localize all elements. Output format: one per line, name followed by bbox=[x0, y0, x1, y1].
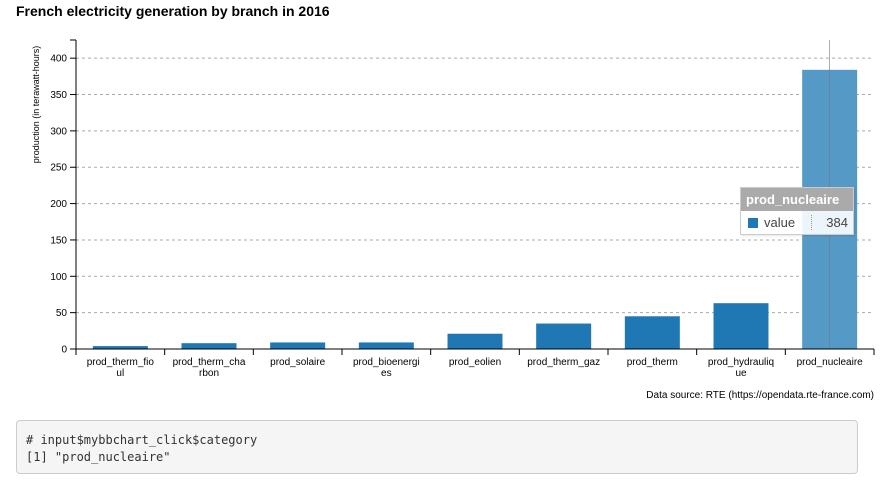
x-tick-label: prod_therm_cha bbox=[173, 357, 246, 368]
y-tick-label: 150 bbox=[50, 235, 67, 246]
y-tick-label: 400 bbox=[50, 54, 67, 65]
y-tick-label: 200 bbox=[50, 199, 67, 210]
console-line: [1] "prod_nucleaire" bbox=[26, 450, 171, 464]
y-tick-label: 300 bbox=[50, 126, 67, 137]
y-tick-label: 0 bbox=[61, 345, 67, 356]
bar-prod_therm_charbon[interactable] bbox=[181, 343, 237, 349]
x-tick-label: prod_therm_gaz bbox=[527, 357, 600, 368]
y-tick-label: 100 bbox=[50, 272, 67, 283]
x-tick-label: prod_bioenergi bbox=[353, 357, 420, 368]
tooltip-title: prod_nucleaire bbox=[741, 188, 853, 211]
x-tick-label: prod_solaire bbox=[270, 357, 325, 368]
series-swatch-icon bbox=[748, 218, 758, 228]
bar-prod_hydraulique[interactable] bbox=[713, 303, 769, 349]
data-source: Data source: RTE (https://opendata.rte-f… bbox=[646, 390, 874, 401]
bar-prod_solaire[interactable] bbox=[270, 342, 326, 349]
tooltip-value: 384 bbox=[826, 215, 848, 230]
x-tick-label: es bbox=[381, 368, 392, 379]
x-tick-label: ue bbox=[735, 368, 747, 379]
x-tick-label: prod_hydrauliq bbox=[708, 357, 774, 368]
x-tick-label: prod_therm_fio bbox=[87, 357, 155, 368]
console-line: # input$mybbchart_click$category bbox=[26, 433, 258, 447]
x-tick-label: prod_therm bbox=[627, 357, 678, 368]
bar-prod_therm[interactable] bbox=[624, 316, 680, 349]
bar-chart[interactable]: 0 50 100 150 200 250 300 350 400 prod_therm_fioul… bbox=[0, 0, 889, 400]
bar-prod_therm_fioul[interactable] bbox=[92, 346, 148, 349]
chart-title: French electricity generation by branch … bbox=[16, 3, 330, 19]
y-tick-label: 350 bbox=[50, 90, 67, 101]
y-axis-label: production (in terawatt-hours) bbox=[31, 46, 41, 164]
tooltip-series-name: value bbox=[764, 215, 812, 230]
bar-prod_eolien[interactable] bbox=[447, 333, 503, 349]
console-output: # input$mybbchart_click$category [1] "pr… bbox=[16, 420, 858, 474]
x-tick-label: prod_eolien bbox=[449, 357, 501, 368]
x-tick-label: prod_nucleaire bbox=[797, 357, 864, 368]
bar-prod_therm_gaz[interactable] bbox=[536, 323, 592, 349]
x-tick-label: ul bbox=[116, 368, 124, 379]
y-tick-label: 250 bbox=[50, 163, 67, 174]
tooltip-row: value 384 bbox=[741, 211, 853, 234]
y-tick-label: 50 bbox=[56, 308, 68, 319]
x-tick-label: rbon bbox=[199, 368, 219, 379]
bar-prod_bioenergies[interactable] bbox=[358, 342, 414, 349]
tooltip: prod_nucleaire value 384 bbox=[740, 187, 854, 235]
